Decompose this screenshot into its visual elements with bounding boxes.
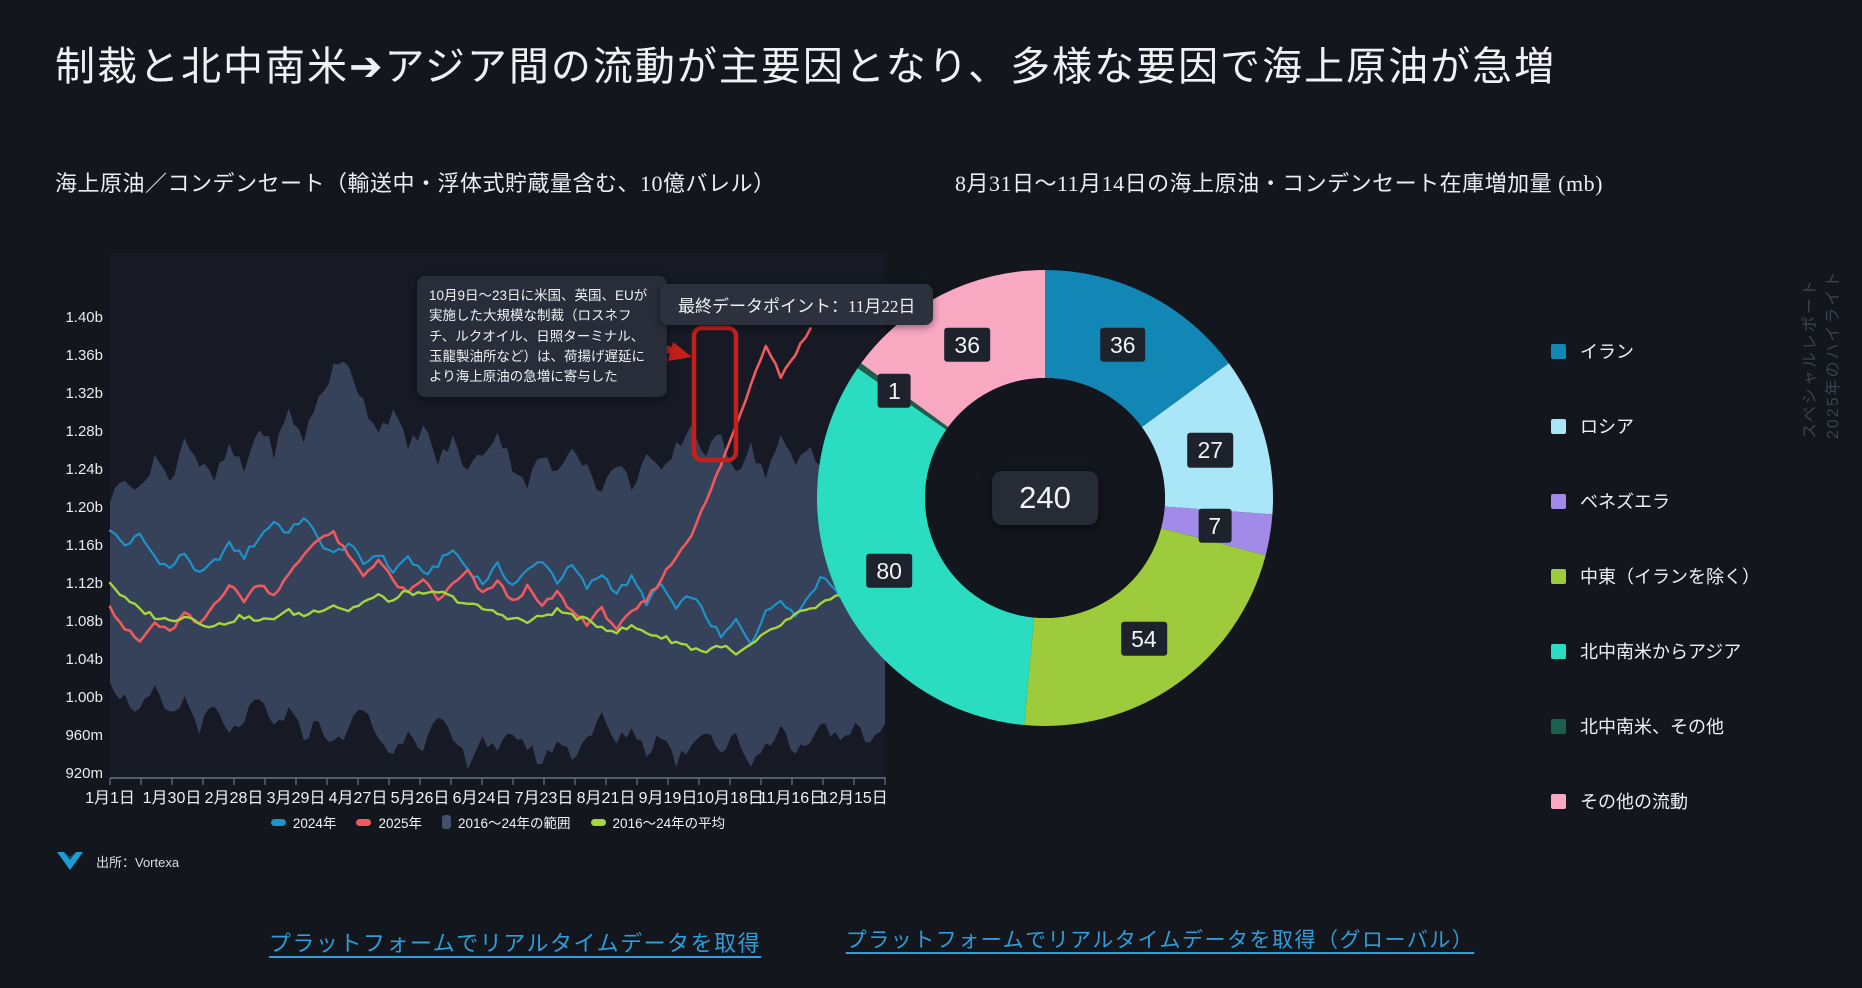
series-line-2024年 [108, 517, 887, 646]
side-label-line1: スペシャルレポート [1802, 278, 1819, 439]
legend-swatch-icon [1551, 643, 1566, 659]
line-legend-item-2016〜24年の範囲[interactable]: 2016〜24年の範囲 [441, 812, 571, 832]
pie-slice-北中南米からアジア [817, 368, 1035, 726]
sanctions-highlight-rect [691, 325, 739, 463]
x-axis-label: 11月16日 [759, 790, 825, 807]
annotation-arrow-head [668, 342, 692, 361]
side-vertical-label: スペシャルレポート 2025年のハイライト [1799, 99, 1845, 439]
y-axis-label: 1.32b [65, 385, 103, 402]
line-chart-subtitle: 海上原油／コンデンセート（輸送中・浮体式貯蔵量含む、10億バレル） [55, 171, 776, 196]
legend-label: 北中南米からアジア [1580, 642, 1742, 662]
pie-slice-value-中東（イランを除く）: 54 [1121, 621, 1167, 656]
y-axis-label: 1.20b [65, 499, 103, 516]
x-axis-label: 4月27日 [329, 790, 388, 807]
y-axis-label: 1.12b [65, 575, 103, 592]
x-axis-label: 3月29日 [267, 790, 326, 807]
legend-marker-icon [270, 818, 286, 826]
legend-label: 2024年 [292, 816, 337, 831]
donut-legend-item-北中南米、その他[interactable]: 北中南米、その他 [1551, 711, 1760, 741]
legend-label: 2016〜24年の範囲 [457, 816, 571, 831]
donut-legend-item-中東（イランを除く）[interactable]: 中東（イランを除く） [1551, 561, 1760, 591]
donut-legend-item-ベネズエラ[interactable]: ベネズエラ [1551, 486, 1760, 516]
legend-label: ベネズエラ [1580, 492, 1670, 512]
line-chart-legend: 2024年 2025年 2016〜24年の範囲 2016〜24年の平均 [148, 812, 848, 832]
pie-slice-value-イラン: 36 [1099, 327, 1146, 362]
x-axis-label: 5月26日 [391, 790, 450, 807]
legend-swatch-icon [1551, 493, 1566, 509]
line-legend-item-2016〜24年の平均[interactable]: 2016〜24年の平均 [590, 812, 726, 832]
donut-center-total: 240 [992, 471, 1098, 525]
legend-label: その他の流動 [1580, 792, 1688, 812]
legend-swatch-icon [1551, 793, 1566, 809]
x-axis-label: 9月19日 [639, 790, 698, 807]
legend-swatch-icon [1551, 718, 1566, 734]
legend-label: 中東（イランを除く） [1580, 567, 1760, 587]
donut-chart-subtitle: 8月31日〜11月14日の海上原油・コンデンセート在庫増加量 (mb) [955, 171, 1603, 196]
last-datapoint-annotation: 最終データポイント：11月22日 [660, 284, 934, 325]
legend-marker-icon [441, 815, 451, 829]
range-band-2016-24 [110, 361, 885, 770]
y-axis-label: 1.04b [65, 651, 103, 668]
realtime-data-link-global[interactable]: プラットフォームでリアルタイムデータを取得（グローバル） [845, 928, 1475, 952]
donut-legend-item-その他の流動[interactable]: その他の流動 [1551, 786, 1760, 816]
x-axis-label: 8月21日 [577, 790, 636, 807]
x-axis-label: 12月15日 [820, 790, 888, 807]
legend-label: イラン [1580, 342, 1634, 362]
x-axis-label: 6月24日 [453, 790, 512, 807]
x-axis-label: 1月30日 [143, 790, 202, 807]
pie-slice-value-ロシア: 27 [1187, 433, 1234, 468]
legend-label: 2025年 [378, 816, 422, 831]
source-attribution: 出所：Vortexa [56, 850, 179, 872]
y-axis-label: 1.40b [65, 309, 103, 326]
y-axis-label: 1.00b [65, 689, 103, 706]
x-axis-label: 2月28日 [205, 790, 264, 807]
x-axis-label: 1月1日 [85, 790, 135, 807]
series-line-2016〜24年の平均 [108, 580, 887, 656]
y-axis-label: 1.16b [65, 537, 103, 554]
pie-slice-value-北中南米からアジア: 80 [866, 553, 912, 588]
vortexa-logo-icon [57, 852, 83, 870]
side-label-line2: 2025年のハイライト [1825, 269, 1842, 439]
line-legend-item-2024年[interactable]: 2024年 [270, 812, 337, 832]
donut-legend-item-イラン[interactable]: イラン [1551, 336, 1760, 366]
legend-marker-icon [590, 818, 606, 826]
x-axis-label: 10月18日 [696, 790, 764, 807]
legend-label: 2016〜24年の平均 [612, 816, 726, 831]
legend-marker-icon [356, 818, 372, 826]
donut-legend-item-北中南米からアジア[interactable]: 北中南米からアジア [1551, 636, 1760, 666]
page-title: 制裁と北中南米➔アジア間の流動が主要因となり、多様な要因で海上原油が急増 [55, 44, 1557, 89]
legend-label: 北中南米、その他 [1580, 717, 1724, 737]
legend-label: ロシア [1580, 417, 1634, 437]
y-axis-label: 1.28b [65, 423, 103, 440]
legend-swatch-icon [1551, 418, 1566, 434]
pie-slice-value-北中南米、その他: 1 [877, 373, 911, 408]
donut-legend: イランロシアベネズエラ中東（イランを除く） 北中南米からアジア 北中南米、その他 その… [1551, 336, 1760, 861]
source-label: 出所：Vortexa [96, 854, 180, 870]
y-axis-label: 1.36b [65, 347, 103, 364]
legend-swatch-icon [1551, 568, 1566, 584]
x-axis-label: 7月23日 [515, 790, 574, 807]
sanctions-annotation: 10月9日〜23日に米国、英国、EUが実施した大規模な制裁（ロスネフチ、ルクオイ… [417, 276, 667, 398]
legend-swatch-icon [1551, 343, 1566, 359]
pie-slice-value-その他の流動: 36 [944, 327, 990, 362]
y-axis-label: 1.24b [65, 461, 103, 478]
y-axis-label: 920m [65, 765, 103, 782]
line-legend-item-2025年[interactable]: 2025年 [356, 812, 422, 832]
y-axis-label: 1.08b [65, 613, 103, 630]
realtime-data-link[interactable]: プラットフォームでリアルタイムデータを取得 [268, 931, 762, 956]
donut-legend-item-ロシア[interactable]: ロシア [1551, 411, 1760, 441]
pie-slice-value-ベネズエラ: 7 [1198, 508, 1232, 544]
y-axis-label: 960m [65, 727, 103, 744]
